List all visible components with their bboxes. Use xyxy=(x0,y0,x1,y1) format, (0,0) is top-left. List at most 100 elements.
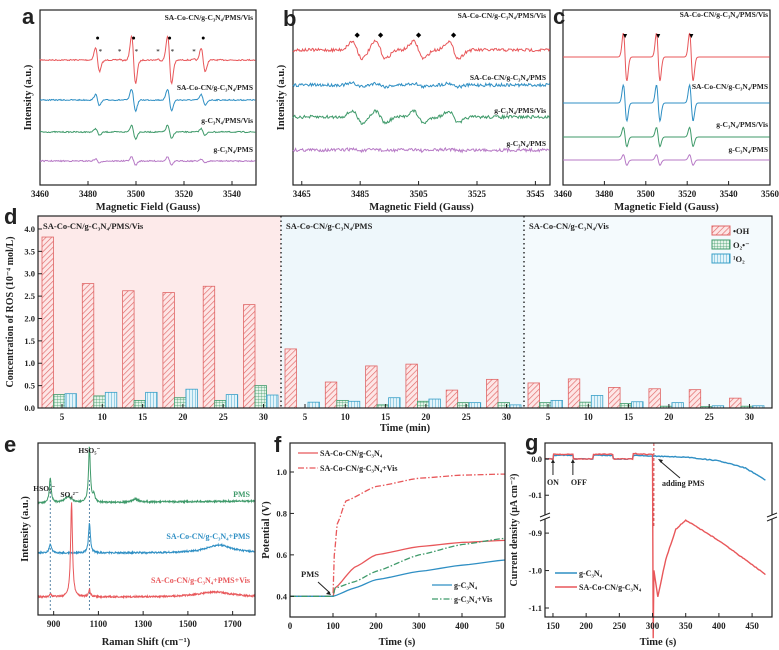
x-tick-label: 3485 xyxy=(351,189,370,199)
series-label: g-C₃N₄/PMS xyxy=(507,139,547,148)
plot-frame-c xyxy=(562,9,771,186)
peak-label: SO₄²⁻ xyxy=(60,490,79,499)
x-tick-label: 20 xyxy=(178,412,188,422)
bar xyxy=(688,389,702,409)
peak-marker: ◆ xyxy=(451,31,457,39)
bar xyxy=(590,395,604,409)
plot-frame-d xyxy=(37,215,773,409)
axis-break-mark xyxy=(539,512,551,522)
y-axis-label: Concentration of ROS (10⁻⁴ mol/L) xyxy=(5,236,16,387)
x-tick-label: 20 xyxy=(421,412,431,422)
legend-swatch xyxy=(711,253,731,264)
bar xyxy=(122,290,135,409)
peak-marker: ▼ xyxy=(655,32,662,40)
x-tick-label: 30 xyxy=(259,412,269,422)
x-axis-label: Time (s) xyxy=(640,637,677,648)
y-tick-label: -1.0 xyxy=(529,566,542,576)
x-tick-label: 10 xyxy=(98,412,108,422)
adding-pms-arrow xyxy=(659,460,681,479)
legend-label: ¹O₂ xyxy=(733,254,745,264)
series-label: SA-Co-CN/g-C₃N₄/PMS xyxy=(177,83,253,92)
series-label: g-C₃N₄/PMS/Vis xyxy=(201,116,253,125)
bar xyxy=(729,397,742,409)
series-label: SA-Co-CN/g-C₃N₄/PMS/Vis xyxy=(165,13,253,22)
peak-marker: ● xyxy=(167,34,171,42)
legend-label: g-C₃N₄ xyxy=(579,569,603,578)
legend-label: SA-Co-CN/g-C₃N₄ xyxy=(320,449,383,458)
group-background xyxy=(281,216,524,408)
series-label: PMS xyxy=(233,490,250,499)
panel-letter-c: c xyxy=(553,4,565,29)
bar xyxy=(550,399,563,409)
panel-letter-f: f xyxy=(274,432,282,457)
bar xyxy=(53,394,66,409)
bar xyxy=(405,363,418,409)
x-tick-label: 450 xyxy=(745,621,759,631)
y-tick-label: -0.9 xyxy=(529,528,542,538)
bar xyxy=(648,388,661,409)
panel-letter-a: a xyxy=(22,4,35,29)
x-tick-label: 3460 xyxy=(554,189,573,199)
x-tick-label: 3460 xyxy=(31,189,50,199)
y-tick-label: -1.1 xyxy=(529,603,542,613)
y-tick-label: 0.0 xyxy=(531,454,542,464)
bar xyxy=(468,402,482,409)
x-tick-label: 250 xyxy=(613,621,627,631)
epr-trace xyxy=(292,146,550,154)
x-tick-label: 5 xyxy=(303,412,308,422)
potential-curve xyxy=(290,539,506,597)
bar xyxy=(671,402,684,409)
x-tick-label: 150 xyxy=(546,621,560,631)
minor-peak-marker: * xyxy=(118,48,122,56)
group-background xyxy=(38,216,281,408)
arrowhead xyxy=(658,459,663,463)
series-label: SA-Co-CN/g-C₃N₄/PMS xyxy=(470,73,546,82)
peak-marker: ● xyxy=(95,34,99,42)
bar xyxy=(497,402,510,409)
x-tick-label: 25 xyxy=(462,412,472,422)
x-tick-label: 25 xyxy=(219,412,229,422)
bar xyxy=(173,397,187,409)
y-tick-label: 1.0 xyxy=(24,358,35,368)
y-axis-label: Intensity (a.u.) xyxy=(20,496,31,562)
x-tick-label: 3545 xyxy=(526,189,545,199)
x-tick-label: 1500 xyxy=(179,619,198,629)
y-axis-label: Intensity (a.u.) xyxy=(276,64,287,130)
y-tick-label: 0.6 xyxy=(276,550,287,560)
bar xyxy=(416,400,430,409)
x-tick-label: 15 xyxy=(624,412,634,422)
bar xyxy=(388,397,401,409)
legend-swatch xyxy=(711,239,731,250)
epr-trace xyxy=(39,124,256,141)
y-tick-label: 3.5 xyxy=(24,246,35,256)
bar xyxy=(93,395,106,409)
x-tick-label: 10 xyxy=(584,412,594,422)
panel-letter-e: e xyxy=(4,432,16,457)
series-label: SA-Co-CN/g-C₃N₄/PMS xyxy=(692,82,768,91)
y-tick-label: 3.0 xyxy=(24,269,35,279)
series-label: SA-Co-CN/g-C₃N₄+PMS xyxy=(166,532,250,541)
y-tick-label: 0.8 xyxy=(276,508,287,518)
x-tick-label: 3500 xyxy=(637,189,656,199)
x-tick-label: 3480 xyxy=(595,189,614,199)
plot-frame-e xyxy=(37,442,256,616)
y-tick-label: -0.1 xyxy=(529,490,542,500)
x-tick-label: 3525 xyxy=(468,189,487,199)
peak-marker: ● xyxy=(201,34,205,42)
raman-trace xyxy=(37,502,256,600)
bar xyxy=(608,387,621,409)
x-tick-label: 400 xyxy=(712,621,726,631)
y-tick-label: 0.4 xyxy=(276,591,287,601)
peak-label: HSO₅⁻ xyxy=(78,446,100,455)
epr-trace xyxy=(563,83,770,123)
x-axis-label: Magnetic Field (Gauss) xyxy=(96,202,201,213)
x-tick-label: 900 xyxy=(47,619,61,629)
legend-label: O₂•⁻ xyxy=(733,240,750,250)
adding-pms-label: adding PMS xyxy=(662,479,705,488)
bar xyxy=(284,348,297,409)
peak-marker: ◆ xyxy=(416,31,422,39)
epr-trace xyxy=(39,156,256,166)
legend-swatch xyxy=(711,225,731,236)
legend-label: SA-Co-CN/g-C₃N₄ xyxy=(579,583,642,592)
